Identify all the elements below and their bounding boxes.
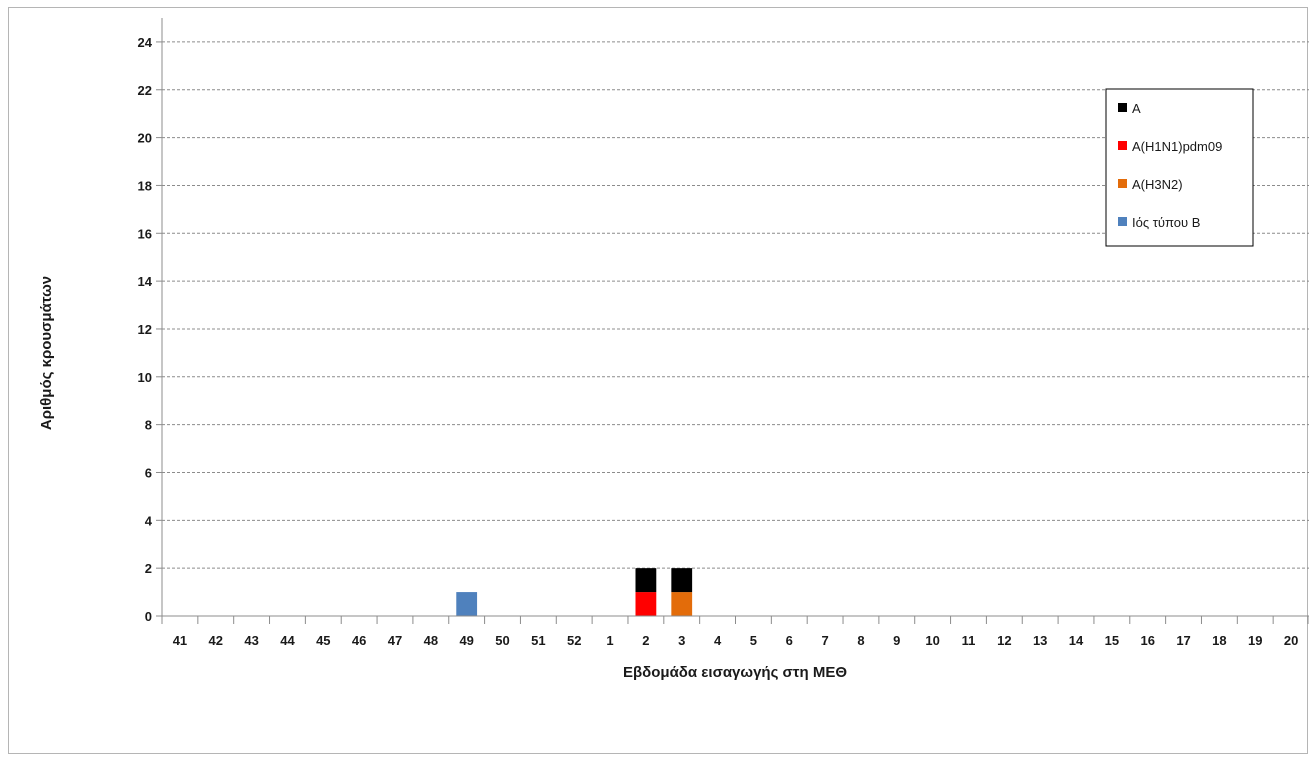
y-tick-label: 0 [145,609,152,624]
y-tick-label: 22 [138,83,152,98]
x-tick-label: 6 [786,633,793,648]
x-tick-label: 4 [714,633,722,648]
x-tick-label: 20 [1284,633,1298,648]
x-tick-label: 8 [857,633,864,648]
legend-label: Α(Η3Ν2) [1132,177,1183,192]
x-tick-label: 18 [1212,633,1226,648]
x-tick-label: 15 [1105,633,1119,648]
legend-label: Α(Η1Ν1)pdm09 [1132,139,1222,154]
legend-swatch [1118,179,1127,188]
x-tick-label: 47 [388,633,402,648]
legend: Α Α(Η1Ν1)pdm09 Α(Η3Ν2) Ιός τύπου Β [1105,88,1254,247]
y-tick-label: 12 [138,322,152,337]
x-axis-ticks: 41 42 43 44 45 46 47 48 49 50 51 52 1 2 3 4 5 6 7 8 9 10 11 12 1… [161,616,1309,648]
bar-segment [456,592,478,616]
axes [161,18,1309,617]
legend-box [1105,88,1254,247]
y-axis-title: Αριθμός κρουσμάτων [38,276,55,430]
x-tick-label: 48 [424,633,438,648]
x-tick-label: 11 [962,633,976,648]
x-tick-label: 3 [678,633,685,648]
x-tick-label: 45 [316,633,330,648]
y-tick-label: 6 [145,465,152,480]
y-tick-label: 24 [138,35,153,50]
x-tick-label: 46 [352,633,366,648]
x-tick-label: 5 [750,633,757,648]
x-tick-label: 50 [495,633,509,648]
x-tick-label: 51 [531,633,545,648]
x-tick-label: 16 [1140,633,1154,648]
x-tick-label: 10 [925,633,939,648]
x-tick-label: 44 [280,633,295,648]
x-tick-label: 9 [893,633,900,648]
y-tick-label: 10 [138,370,152,385]
legend-swatch [1118,141,1127,150]
bar-segment [635,592,657,616]
y-tick-label: 2 [145,561,152,576]
bar-segment [635,568,657,593]
x-tick-label: 12 [997,633,1011,648]
y-tick-label: 16 [138,226,152,241]
y-tick-label: 20 [138,131,152,146]
x-tick-label: 2 [642,633,649,648]
bar-segment [671,568,693,593]
x-axis-title: Εβδομάδα εισαγωγής στη ΜΕΘ [623,664,847,681]
bar-series [456,568,693,616]
y-tick-label: 18 [138,178,152,193]
y-tick-label: 4 [145,513,153,528]
x-tick-label: 42 [209,633,223,648]
legend-label: Ιός τύπου Β [1132,215,1200,230]
chart-frame: 0 2 4 6 8 10 12 14 16 18 20 22 24 41 42 43 44 45 46 47 48 49… [8,7,1309,754]
legend-swatch [1118,103,1127,112]
x-tick-label: 17 [1176,633,1190,648]
legend-swatch [1118,217,1127,226]
x-tick-label: 52 [567,633,581,648]
x-tick-label: 49 [459,633,473,648]
legend-label: Α [1132,101,1141,116]
x-tick-label: 41 [173,633,187,648]
x-tick-label: 43 [244,633,258,648]
y-tick-label: 14 [138,274,153,289]
x-tick-label: 14 [1069,633,1084,648]
x-tick-label: 7 [821,633,828,648]
x-tick-label: 1 [606,633,613,648]
bar-segment [671,592,693,616]
x-tick-label: 19 [1248,633,1262,648]
x-tick-label: 13 [1033,633,1047,648]
y-tick-label: 8 [145,418,152,433]
